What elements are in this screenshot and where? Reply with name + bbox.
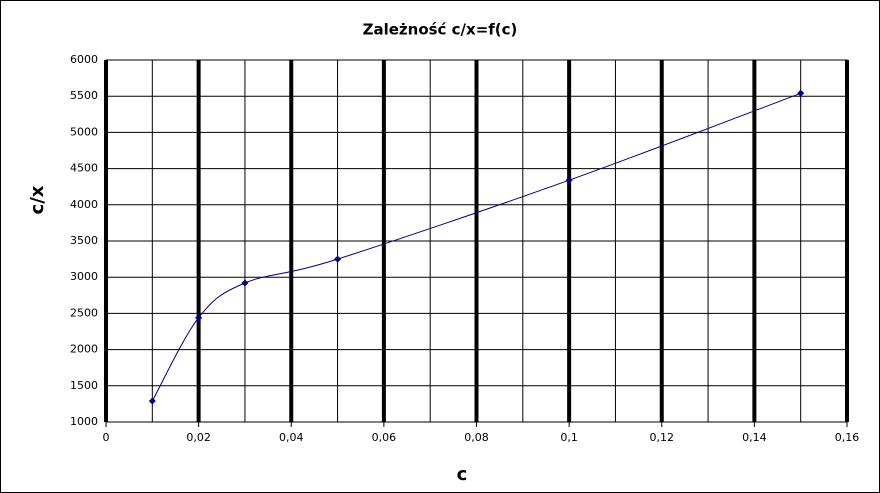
- plot-area: [105, 59, 848, 423]
- x-axis-label: c: [457, 464, 468, 485]
- chart-title: Zależność c/x=f(c): [363, 21, 518, 39]
- y-tick-label: 2500: [70, 306, 98, 319]
- y-tick-label: 5500: [70, 89, 98, 102]
- x-tick-label: 0: [103, 431, 110, 444]
- y-axis-label: c/x: [27, 185, 48, 214]
- x-tick-label: 0,02: [186, 431, 211, 444]
- x-tick-label: 0,1: [560, 431, 578, 444]
- y-tick-label: 1000: [70, 415, 98, 428]
- x-tick-label: 0,14: [742, 431, 767, 444]
- y-tick-label: 3000: [70, 270, 98, 283]
- x-tick-label: 0,04: [279, 431, 304, 444]
- y-tick-label: 4000: [70, 198, 98, 211]
- data-point: [565, 176, 573, 184]
- data-point: [148, 397, 156, 405]
- x-tick-label: 0,12: [650, 431, 675, 444]
- data-point: [195, 314, 203, 322]
- y-tick-label: 2000: [70, 343, 98, 356]
- data-point: [241, 279, 249, 287]
- data-point: [334, 255, 342, 263]
- y-tick-label: 5000: [70, 125, 98, 138]
- y-tick-label: 3500: [70, 234, 98, 247]
- data-point: [797, 89, 805, 97]
- x-tick-label: 0,08: [464, 431, 489, 444]
- x-tick-label: 0,16: [835, 431, 860, 444]
- y-tick-label: 1500: [70, 379, 98, 392]
- y-tick-label: 4500: [70, 162, 98, 175]
- x-tick-label: 0,06: [372, 431, 397, 444]
- y-tick-label: 6000: [70, 53, 98, 66]
